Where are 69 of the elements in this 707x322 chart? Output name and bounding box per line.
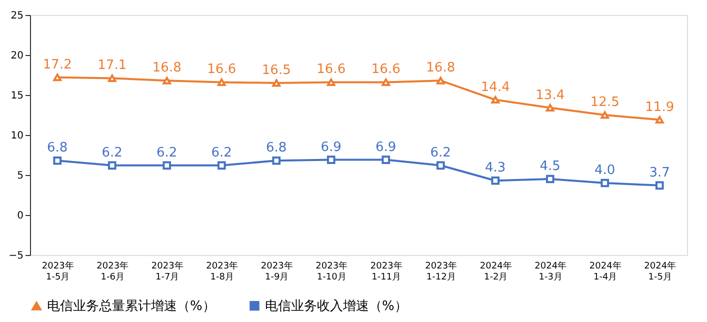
y-tick-label: 20 [10,50,24,62]
y-tick-label: 10 [10,130,24,142]
point [108,161,116,170]
data-label: 16.5 [262,63,291,78]
x-tick-label: 2023年 1-7月 [151,260,184,282]
point [326,156,336,164]
data-label: 6.8 [47,140,68,156]
point [217,161,226,170]
data-label: 12.5 [590,95,620,110]
data-label: 6.2 [156,145,178,160]
point [108,74,116,82]
x-tick-label: 2023年 1-10月 [316,260,348,282]
legend-label: 电信业务收入增速（%） [265,298,408,314]
x-tick-label: 2023年 1-5月 [42,260,74,282]
point [436,76,445,84]
x-tick-label: 2023年 1-12月 [425,260,458,282]
x-tick-label: 2024年 1-5月 [644,260,676,282]
data-label: 16.6 [371,62,400,78]
y-tick-label: −5 [8,250,24,262]
data-label: 6.2 [430,145,451,160]
data-label: 16.6 [316,62,346,78]
point [382,78,390,86]
data-label: 16.6 [207,62,236,78]
point [53,74,62,82]
point [217,78,226,86]
point [382,156,390,164]
legend-label: 电信业务总量累计增速（%） [47,299,216,314]
data-label: 4.3 [485,160,506,176]
data-label: 6.9 [320,140,342,155]
data-label: 3.7 [649,165,670,180]
data-label: 17.1 [98,58,127,74]
point [53,156,62,165]
point [491,176,500,185]
y-tick-label: 15 [10,90,24,102]
point [546,104,554,112]
y-tick-label: 0 [17,210,24,222]
data-label: 13.4 [536,88,565,103]
point [600,111,610,119]
data-label: 17.2 [42,57,72,72]
point [600,178,610,188]
data-label: 14.4 [480,80,510,95]
data-label: 4.5 [540,159,560,174]
data-label: 6.2 [102,145,122,160]
x-tick-label: 2024年 1-2月 [480,260,512,282]
data-label: 4.0 [594,163,616,178]
point [655,116,664,124]
data-label: 6.8 [266,140,287,156]
y-tick-label: 5 [17,170,24,182]
point [491,96,500,104]
point [162,76,172,84]
point [272,79,281,87]
point [326,78,336,86]
x-tick-label: 2024年 1-3月 [534,260,567,282]
data-label: 11.9 [645,100,674,115]
data-label: 6.9 [376,140,396,155]
x-tick-label: 2024年 1-4月 [589,260,622,282]
x-tick-label: 2023年 1-6月 [96,260,129,282]
point [272,156,281,165]
x-tick-label: 2023年 1-9月 [260,260,293,282]
data-label: 6.2 [211,145,232,160]
point [546,174,554,184]
point [436,161,445,170]
x-tick-label: 2023年 1-11月 [370,260,402,282]
point [655,181,664,190]
x-tick-label: 2023年 1-8月 [206,260,238,282]
point [162,161,172,170]
data-label: 16.8 [426,60,456,76]
data-label: 16.8 [152,60,182,76]
y-tick-label: 25 [10,10,24,22]
